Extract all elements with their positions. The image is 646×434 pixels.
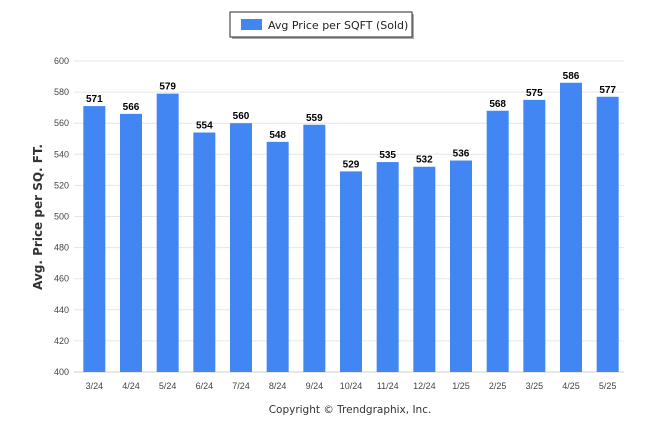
x-tick-label: 5/24 — [159, 381, 177, 391]
data-label: 568 — [489, 99, 506, 110]
y-tick-label: 600 — [54, 56, 69, 66]
legend-label: Avg Price per SQFT (Sold) — [268, 19, 408, 32]
x-tick-label: 12/24 — [413, 381, 436, 391]
y-tick-label: 560 — [54, 118, 69, 128]
y-tick-label: 420 — [54, 336, 69, 346]
bar — [83, 106, 106, 372]
bar — [596, 96, 619, 372]
copyright-credit: Copyright © Trendgraphix, Inc. — [269, 404, 432, 416]
x-tick-label: 4/24 — [122, 381, 140, 391]
bar — [266, 141, 289, 372]
bar — [523, 99, 546, 372]
bar — [230, 123, 252, 372]
bar — [193, 132, 216, 372]
data-label: 571 — [86, 94, 103, 105]
bar — [120, 113, 142, 373]
x-tick-label: 7/24 — [232, 381, 250, 391]
data-label: 548 — [269, 130, 286, 141]
data-label: 579 — [159, 82, 176, 93]
x-tick-label: 6/24 — [196, 381, 214, 391]
bar — [450, 160, 472, 372]
bar — [340, 171, 362, 372]
data-label: 529 — [343, 159, 360, 170]
y-tick-label: 540 — [54, 149, 69, 159]
x-tick-label: 4/25 — [562, 381, 580, 391]
bar — [156, 93, 179, 372]
y-tick-label: 580 — [54, 87, 69, 97]
x-tick-label: 3/25 — [526, 381, 544, 391]
x-tick-label: 11/24 — [377, 381, 399, 391]
data-label: 577 — [599, 85, 616, 96]
x-tick-label: 1/25 — [452, 381, 470, 391]
x-tick-label: 3/24 — [86, 381, 104, 391]
x-tick-label: 2/25 — [489, 381, 507, 391]
data-labels: 571 566 579 554 560 548 559 529 535 532 536 568 575 5… — [86, 71, 616, 171]
bars — [83, 82, 619, 373]
y-tick-label: 460 — [54, 274, 69, 284]
bar — [486, 110, 509, 372]
x-axis-ticks: 3/24 4/24 5/24 6/24 7/24 8/24 9/24 10/24 11/24 12… — [86, 381, 617, 391]
bar — [376, 162, 399, 372]
x-tick-label: 10/24 — [340, 381, 363, 391]
y-axis-ticks: 400 420 440 460 480 500 520 540 560 580 600 — [54, 56, 69, 377]
data-label: 586 — [563, 71, 580, 82]
data-label: 566 — [123, 102, 140, 113]
data-label: 535 — [379, 150, 396, 161]
bar — [303, 124, 326, 372]
bar — [560, 82, 582, 373]
data-label: 554 — [196, 121, 213, 132]
data-label: 560 — [233, 111, 250, 122]
data-label: 575 — [526, 88, 543, 99]
legend: Avg Price per SQFT (Sold) — [229, 11, 414, 39]
x-tick-label: 9/24 — [306, 381, 324, 391]
y-tick-label: 400 — [54, 367, 69, 377]
x-tick-label: 5/25 — [599, 381, 617, 391]
y-tick-label: 440 — [54, 305, 69, 315]
x-tick-label: 8/24 — [269, 381, 287, 391]
bar — [413, 166, 436, 372]
data-label: 532 — [416, 155, 433, 166]
y-axis-label: Avg. Price per SQ. FT. — [31, 144, 45, 290]
data-label: 536 — [453, 149, 470, 160]
y-tick-label: 500 — [54, 212, 69, 222]
data-label: 559 — [306, 113, 323, 124]
legend-swatch — [241, 19, 262, 30]
y-tick-label: 480 — [54, 243, 69, 253]
y-tick-label: 520 — [54, 180, 69, 190]
